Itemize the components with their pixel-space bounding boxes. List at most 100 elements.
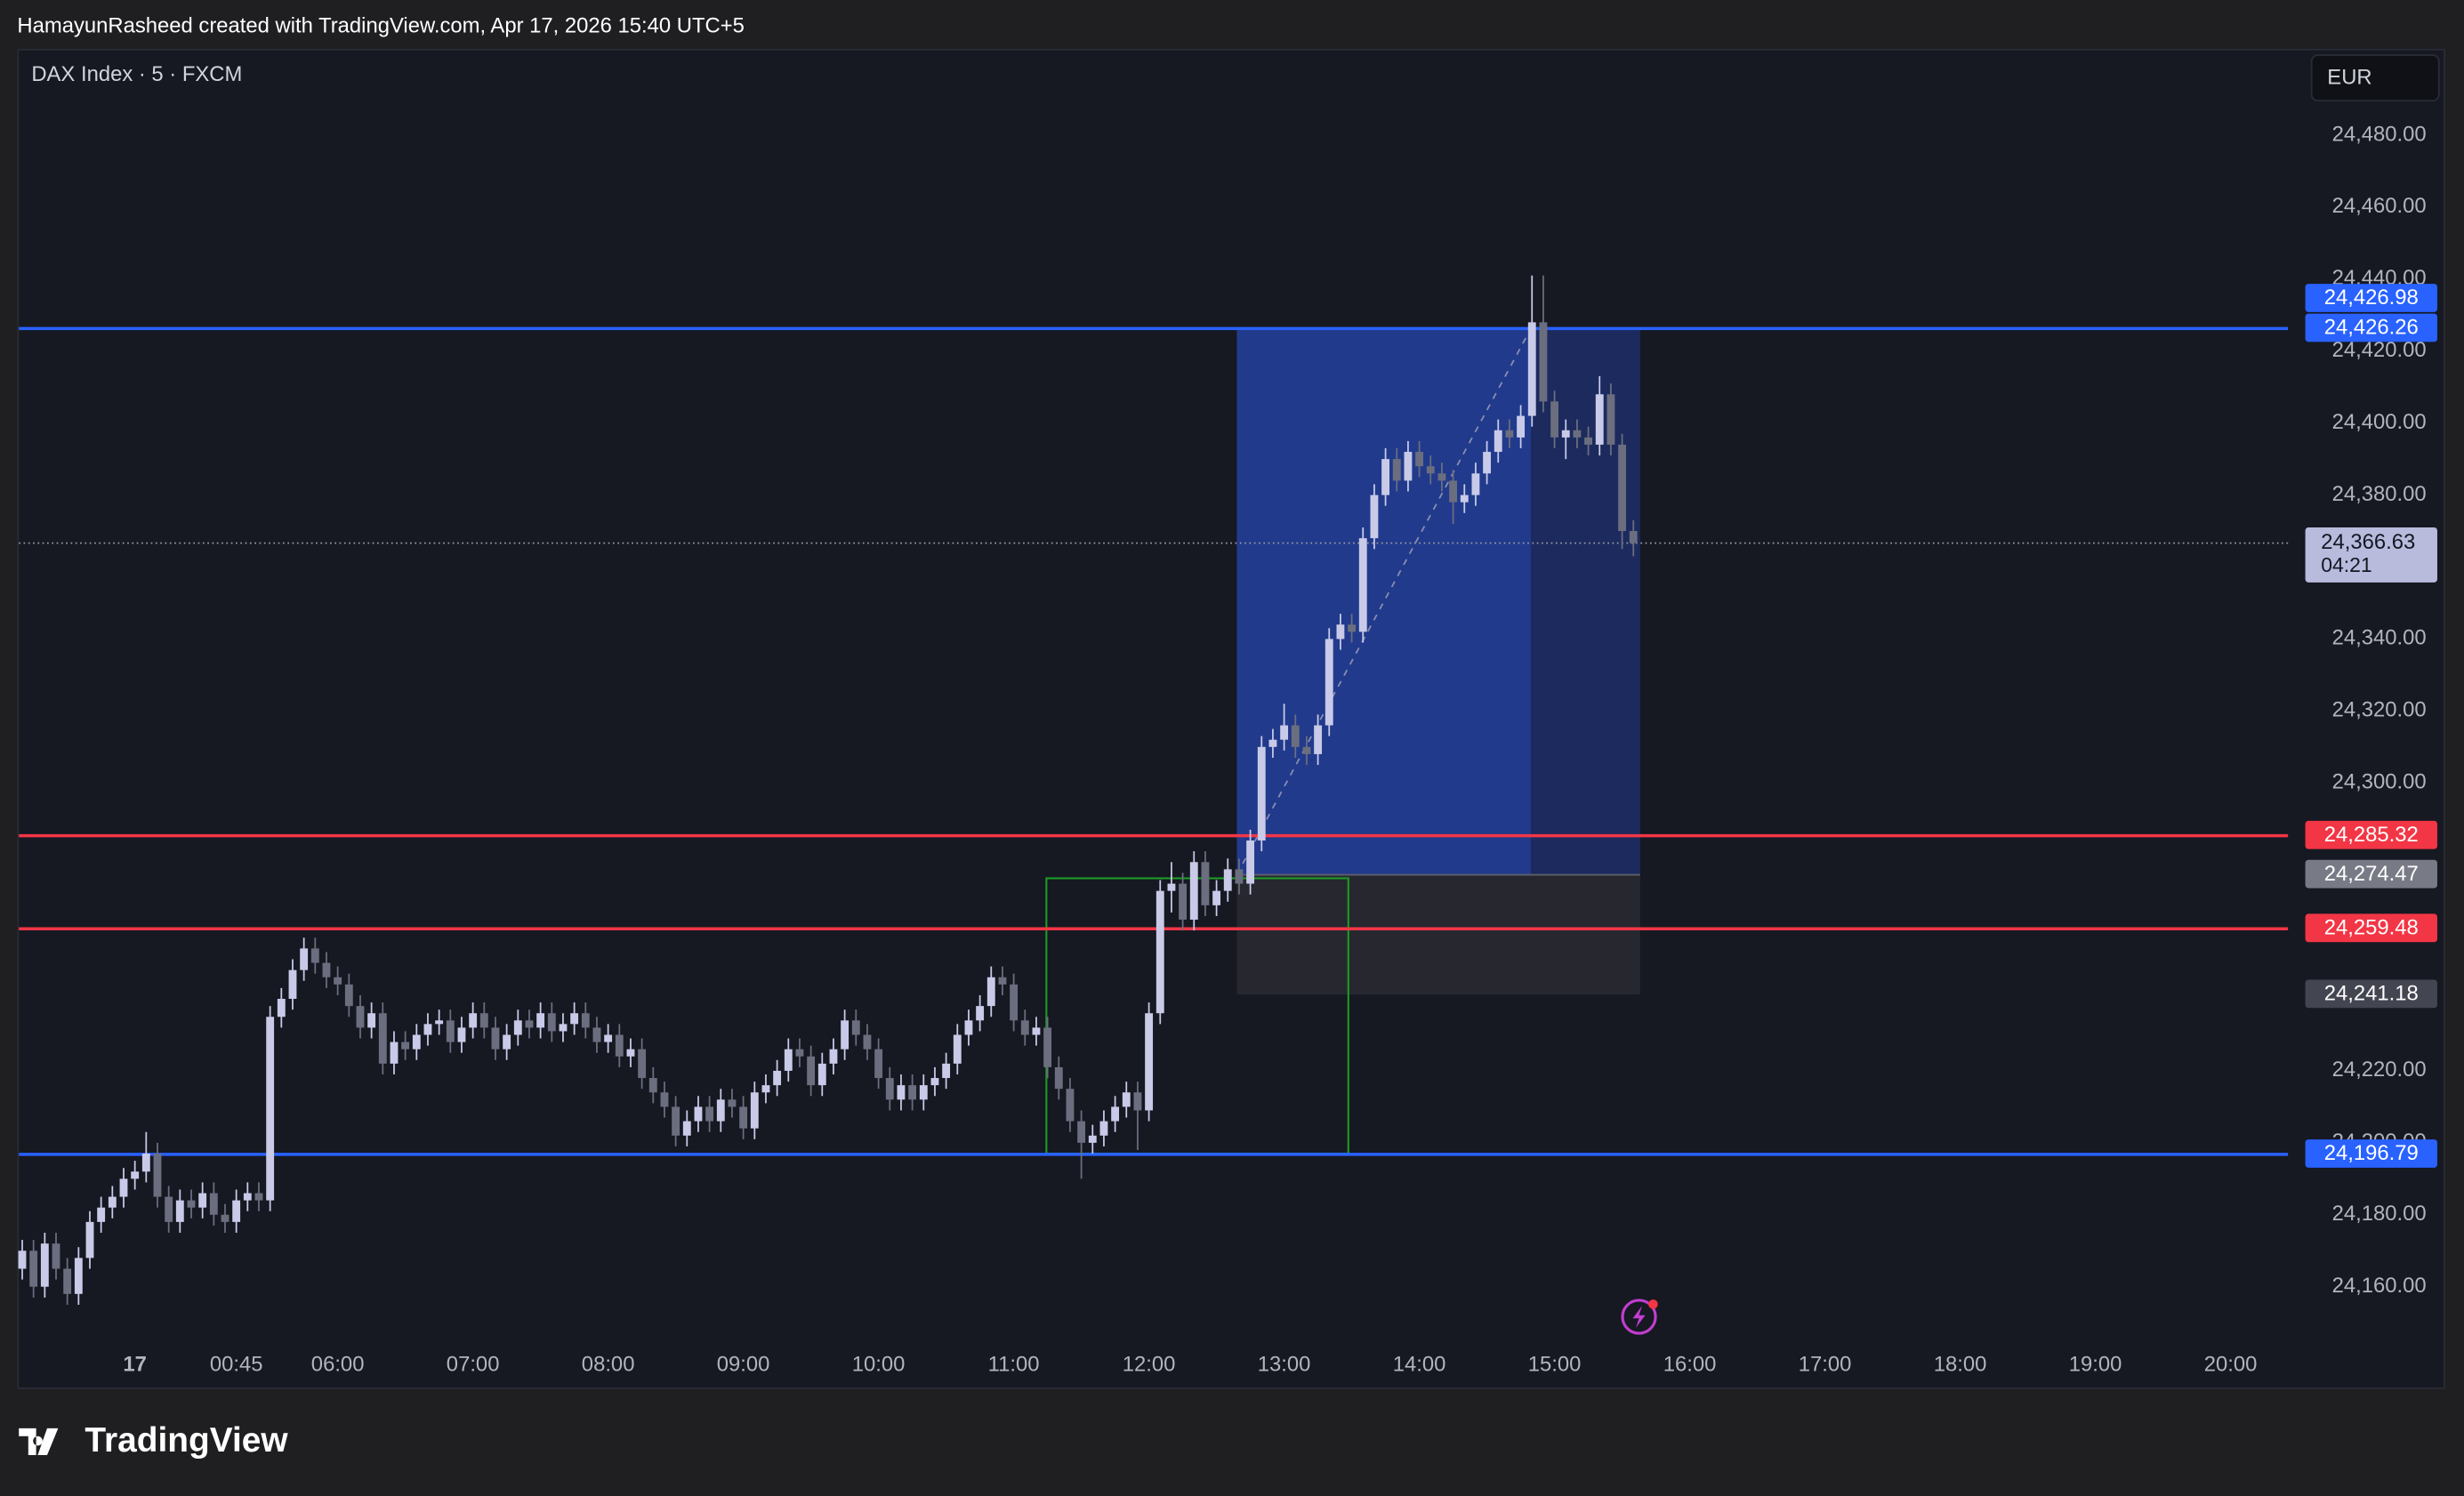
candle-body (1325, 639, 1333, 726)
price-label: 24,241.18 (2324, 982, 2419, 1006)
x-tick-label: 15:00 (1528, 1353, 1582, 1377)
candle-body (1348, 624, 1357, 632)
y-tick-label: 24,300.00 (2332, 770, 2427, 794)
candle-body (739, 1106, 748, 1129)
y-tick-label: 24,220.00 (2332, 1058, 2427, 1082)
brand: TradingView (85, 1421, 288, 1460)
candle-body (187, 1200, 196, 1208)
candle-body (198, 1193, 207, 1208)
alert-icon[interactable] (1621, 1299, 1658, 1335)
candle-body (1291, 725, 1300, 747)
candle-body (1054, 1066, 1063, 1090)
candle-body (581, 1013, 590, 1028)
price-label: 24,426.26 (2324, 316, 2419, 340)
candle-body (942, 1063, 951, 1079)
candle-body (1268, 739, 1277, 747)
candle-body (885, 1078, 894, 1100)
candle-body (851, 1020, 860, 1035)
price-label: 24,285.32 (2324, 823, 2419, 847)
candle-body (784, 1049, 793, 1071)
candle-body (1302, 746, 1311, 754)
candle-body (469, 1013, 478, 1028)
candle-body (1189, 862, 1198, 921)
candle-body (1494, 430, 1502, 453)
candle-body (1404, 452, 1413, 481)
candle-body (1223, 869, 1232, 891)
candle-body (1257, 746, 1266, 841)
candle-body (705, 1106, 714, 1122)
y-tick-label: 24,380.00 (2332, 482, 2427, 506)
currency-button[interactable] (2310, 54, 2440, 102)
candle-body (1032, 1027, 1041, 1035)
stop-zone (1236, 874, 1640, 995)
candle-body (773, 1070, 782, 1086)
candle-body (1392, 459, 1401, 481)
candle-body (85, 1221, 94, 1259)
currency[interactable]: EUR (2327, 66, 2371, 90)
candle-body (401, 1042, 410, 1050)
candle-body (817, 1063, 826, 1086)
candle-body (908, 1085, 917, 1100)
candle-body (998, 977, 1007, 985)
candle-body (1314, 725, 1323, 754)
x-tick-label: 16:00 (1663, 1353, 1717, 1377)
candle-body (1415, 452, 1424, 467)
candle-body (435, 1020, 444, 1025)
price-label-box (2305, 979, 2437, 1009)
candle-body (491, 1027, 500, 1050)
candle-body (863, 1034, 872, 1050)
y-tick-label: 24,320.00 (2332, 698, 2427, 722)
x-tick-label: 11:00 (988, 1353, 1040, 1377)
candle-body (119, 1178, 128, 1197)
candle-body (1145, 1013, 1154, 1111)
candle-body (1156, 890, 1164, 1014)
x-tick-label: 00:45 (210, 1353, 263, 1377)
candle-body (874, 1049, 883, 1079)
x-tick-label: 20:00 (2204, 1353, 2258, 1377)
candle-body (1020, 1020, 1029, 1035)
y-tick-label: 24,480.00 (2332, 122, 2427, 146)
candle-body (334, 977, 342, 985)
candle-body (1539, 322, 1548, 402)
candle-body (1606, 394, 1615, 445)
candle-body (1336, 624, 1345, 639)
candle-body (930, 1078, 939, 1086)
candle-body (1212, 890, 1221, 905)
x-tick-label: 10:00 (852, 1353, 906, 1377)
candle-body (1235, 869, 1244, 884)
candle-body (131, 1171, 140, 1179)
candle-body (40, 1243, 49, 1287)
candle-body (1122, 1092, 1131, 1107)
credit: HamayunRasheed created with TradingView.… (17, 13, 744, 37)
candle-body (525, 1020, 534, 1028)
candle-body (682, 1121, 691, 1136)
logo (19, 1428, 59, 1455)
candle-body (1077, 1121, 1086, 1143)
x-tick-label: 08:00 (582, 1353, 635, 1377)
candle-body (694, 1106, 703, 1122)
candle-body (648, 1078, 657, 1093)
candle-body (761, 1085, 770, 1093)
candle-body (378, 1013, 387, 1064)
candle-body (74, 1258, 83, 1294)
candle-body (52, 1243, 60, 1269)
candle-body (457, 1027, 466, 1042)
candle-body (367, 1013, 376, 1028)
candle-body (209, 1193, 218, 1215)
candle-body (1381, 459, 1390, 495)
candle-body (254, 1193, 263, 1201)
candle-body (807, 1056, 816, 1086)
chart-panel (17, 48, 2445, 1389)
last-price-label: 24,366.63 (2321, 530, 2415, 554)
candle-body (266, 1017, 275, 1201)
y-tick-label: 24,340.00 (2332, 626, 2427, 650)
candle-body (728, 1099, 737, 1107)
candle-body (1179, 883, 1188, 921)
candle-body (672, 1106, 680, 1136)
candle-body (344, 984, 353, 1007)
candle-body (592, 1027, 601, 1042)
candle-body (390, 1042, 399, 1064)
candle-body (1099, 1121, 1108, 1136)
price-label-box (2305, 1139, 2437, 1168)
candle-body (1246, 840, 1255, 884)
